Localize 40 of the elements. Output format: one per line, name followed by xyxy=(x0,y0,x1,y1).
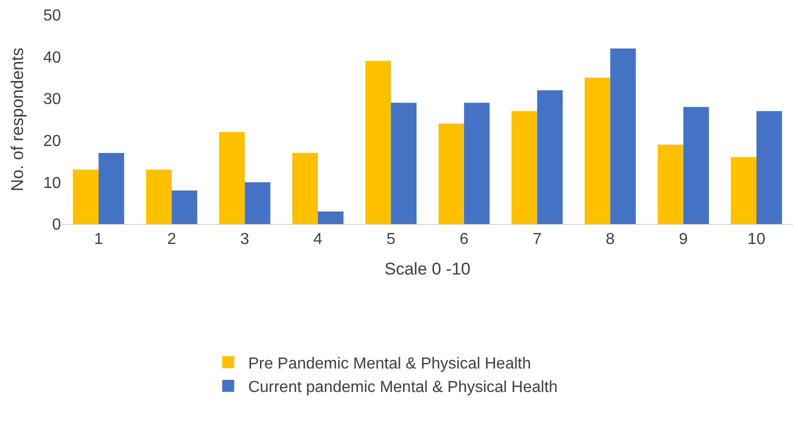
bar xyxy=(584,78,610,224)
bar xyxy=(98,152,124,224)
y-tick-label: 30 xyxy=(43,91,62,108)
x-tick-label: 4 xyxy=(313,231,322,248)
bar xyxy=(72,170,99,224)
x-tick-label: 2 xyxy=(167,231,176,248)
bar xyxy=(683,106,709,224)
bar xyxy=(219,132,245,224)
x-tick-label: 9 xyxy=(678,231,688,248)
bar xyxy=(512,111,538,224)
bar xyxy=(610,48,636,224)
x-axis-title: Scale 0 -10 xyxy=(384,260,470,279)
x-tick-label: 8 xyxy=(606,231,615,248)
bar xyxy=(292,152,318,224)
bar xyxy=(464,102,490,224)
bar xyxy=(318,211,344,224)
x-tick-label: 5 xyxy=(386,231,396,248)
bar xyxy=(172,190,198,224)
legend-label: Current pandemic Mental & Physical Health xyxy=(248,379,558,396)
x-tick-label: 3 xyxy=(240,231,250,248)
x-tick-label: 1 xyxy=(94,231,104,248)
bar xyxy=(244,182,270,224)
y-tick-label: 20 xyxy=(43,133,62,150)
x-tick-label: 6 xyxy=(460,231,469,248)
x-tick-label: 7 xyxy=(532,231,542,248)
y-tick-label: 50 xyxy=(43,8,62,25)
bar xyxy=(438,124,464,224)
bar xyxy=(365,60,391,224)
legend-label: Pre Pandemic Mental & Physical Health xyxy=(248,355,531,372)
bar xyxy=(537,90,563,224)
x-tick-label: 10 xyxy=(748,231,766,248)
bar xyxy=(756,111,782,224)
bar xyxy=(390,102,417,224)
bar xyxy=(658,144,684,224)
y-tick-label: 10 xyxy=(43,174,62,192)
y-axis-title: No. of respondents xyxy=(8,48,27,192)
y-tick-label: 0 xyxy=(52,216,62,234)
y-tick-label: 40 xyxy=(43,49,62,66)
bar xyxy=(146,170,172,224)
bar xyxy=(730,157,756,224)
